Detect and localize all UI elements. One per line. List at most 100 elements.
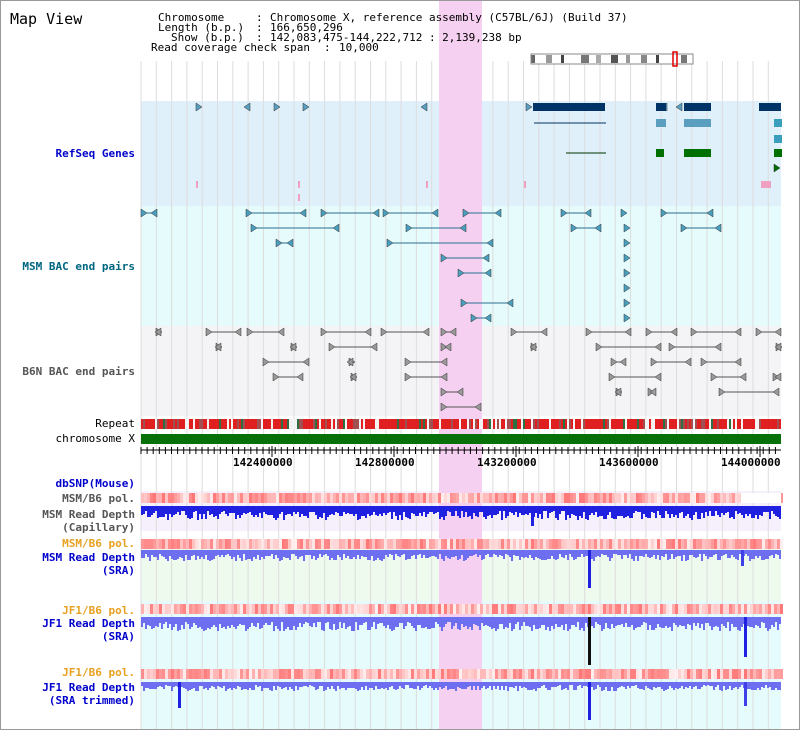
- msm-capillary-depth: [347, 506, 349, 513]
- jf1-trimmed-depth: [703, 682, 705, 685]
- jf1-sra-depth: [733, 617, 735, 627]
- track-label-refseq[interactable]: RefSeq Genes: [55, 147, 135, 160]
- msm-pol-strip-1: [480, 493, 483, 503]
- msm-pol-strip-2: [642, 539, 645, 549]
- jf1-trimmed-depth: [779, 682, 781, 690]
- msm-pol-strip-1: [513, 493, 516, 503]
- jf1-pol-strip-2: [225, 669, 228, 679]
- jf1-pol-strip-2: [219, 669, 222, 679]
- jf1-trimmed-depth: [329, 682, 331, 689]
- msm-capillary-depth: [443, 506, 445, 520]
- jf1-pol-strip-2: [495, 669, 498, 679]
- msm-sra-depth: [473, 550, 475, 555]
- msm-capillary-depth: [353, 506, 355, 516]
- jf1-sra-depth: [155, 617, 157, 626]
- msm-capillary-depth: [285, 506, 287, 515]
- jf1-pol-strip-1: [720, 604, 723, 614]
- jf1-trimmed-depth: [221, 682, 223, 688]
- bac-end-marker: [444, 342, 452, 352]
- track-label-msm-pol-2[interactable]: MSM/B6 pol.: [62, 537, 135, 550]
- bac-end-marker: [422, 327, 430, 337]
- repeat-segment: [391, 419, 393, 429]
- jf1-trimmed-depth: [185, 682, 187, 689]
- jf1-trimmed-depth: [141, 682, 143, 686]
- msm-sra-depth: [409, 550, 411, 559]
- msm-sra-depth: [545, 550, 547, 560]
- jf1-sra-depth: [511, 617, 513, 631]
- track-label-dbsnp[interactable]: dbSNP(Mouse): [55, 477, 135, 490]
- repeat-segment: [759, 419, 761, 429]
- msm-sra-depth: [737, 550, 739, 560]
- jf1-pol-strip-2: [444, 669, 447, 679]
- bac-end-marker: [623, 253, 631, 263]
- track-label-jf1-depth-sra[interactable]: JF1 Read Depth (SRA): [42, 617, 135, 643]
- msm-pol-strip-2: [438, 539, 441, 549]
- jf1-pol-strip-2: [642, 669, 645, 679]
- track-label-jf1-depth-trimmed[interactable]: JF1 Read Depth (SRA trimmed): [42, 681, 135, 707]
- msm-sra-depth: [213, 550, 215, 559]
- repeat-segment: [397, 419, 399, 429]
- msm-sra-depth: [661, 550, 663, 556]
- track-label-b6n-bac[interactable]: B6N BAC end pairs: [22, 365, 135, 378]
- track-label-chromosome[interactable]: chromosome X: [55, 432, 135, 445]
- msm-capillary-depth: [203, 506, 205, 514]
- jf1-sra-depth: [471, 617, 473, 630]
- msm-sra-depth: [393, 550, 395, 560]
- track-label-msm-depth-capillary[interactable]: MSM Read Depth (Capillary): [42, 508, 135, 534]
- jf1-sra-depth: [517, 617, 519, 622]
- jf1-pol-strip-2: [714, 669, 717, 679]
- jf1-pol-strip-1: [645, 604, 648, 614]
- jf1-trimmed-depth: [199, 682, 201, 686]
- msm-capillary-depth: [243, 506, 245, 513]
- msm-pol-strip-1: [291, 493, 294, 503]
- msm-capillary-depth: [371, 506, 373, 515]
- msm-capillary-depth: [175, 506, 177, 514]
- track-label-jf1-pol-2[interactable]: JF1/B6 pol.: [62, 666, 135, 679]
- axis-tick-label: 142800000: [355, 456, 415, 469]
- msm-pol-strip-1: [504, 493, 507, 503]
- msm-pol-strip-1: [318, 493, 321, 503]
- msm-pol-strip-2: [384, 539, 387, 549]
- bac-end-marker: [654, 372, 662, 382]
- msm-pol-strip-2: [264, 539, 267, 549]
- msm-pol-strip-1: [657, 493, 660, 503]
- track-label-msm-depth-sra[interactable]: MSM Read Depth (SRA): [42, 551, 135, 577]
- msm-sra-depth: [687, 550, 689, 560]
- track-label-jf1-pol-1[interactable]: JF1/B6 pol.: [62, 604, 135, 617]
- jf1-trimmed-depth: [223, 682, 225, 686]
- jf1-sra-depth: [645, 617, 647, 623]
- msm-sra-depth: [231, 550, 233, 559]
- msm-pol-strip-2: [489, 539, 492, 549]
- jf1-pol-strip-1: [141, 604, 144, 614]
- jf1-pol-strip-1: [492, 604, 495, 614]
- jf1-pol-strip-1: [627, 604, 630, 614]
- msm-sra-depth: [715, 550, 717, 554]
- jf1-trimmed-depth: [253, 682, 255, 690]
- repeat-segment: [589, 419, 591, 429]
- msm-sra-depth: [605, 550, 607, 555]
- bac-end-marker: [275, 238, 283, 248]
- bac-end-marker: [680, 223, 688, 233]
- repeat-segment: [717, 419, 719, 429]
- msm-pol-strip-1: [150, 493, 153, 503]
- track-label-msm-bac[interactable]: MSM BAC end pairs: [22, 260, 135, 273]
- msm-capillary-depth: [779, 506, 781, 519]
- repeat-segment: [563, 419, 565, 429]
- msm-pol-strip-2: [297, 539, 300, 549]
- bac-end-marker: [449, 327, 457, 337]
- track-label-msm-pol-1[interactable]: MSM/B6 pol.: [62, 492, 135, 505]
- jf1-pol-strip-1: [237, 604, 240, 614]
- msm-pol-strip-2: [699, 539, 702, 549]
- msm-capillary-depth: [411, 506, 413, 513]
- msm-capillary-depth: [417, 506, 419, 516]
- jf1-sra-depth: [441, 617, 443, 631]
- jf1-trimmed-depth: [301, 682, 303, 687]
- bac-end-marker: [440, 372, 448, 382]
- jf1-pol-strip-2: [525, 669, 528, 679]
- track-label-repeat[interactable]: Repeat: [95, 417, 135, 430]
- msm-capillary-depth: [275, 506, 277, 520]
- jf1-sra-depth: [449, 617, 451, 622]
- jf1-trimmed-depth: [167, 682, 169, 686]
- bac-end-marker: [140, 208, 148, 218]
